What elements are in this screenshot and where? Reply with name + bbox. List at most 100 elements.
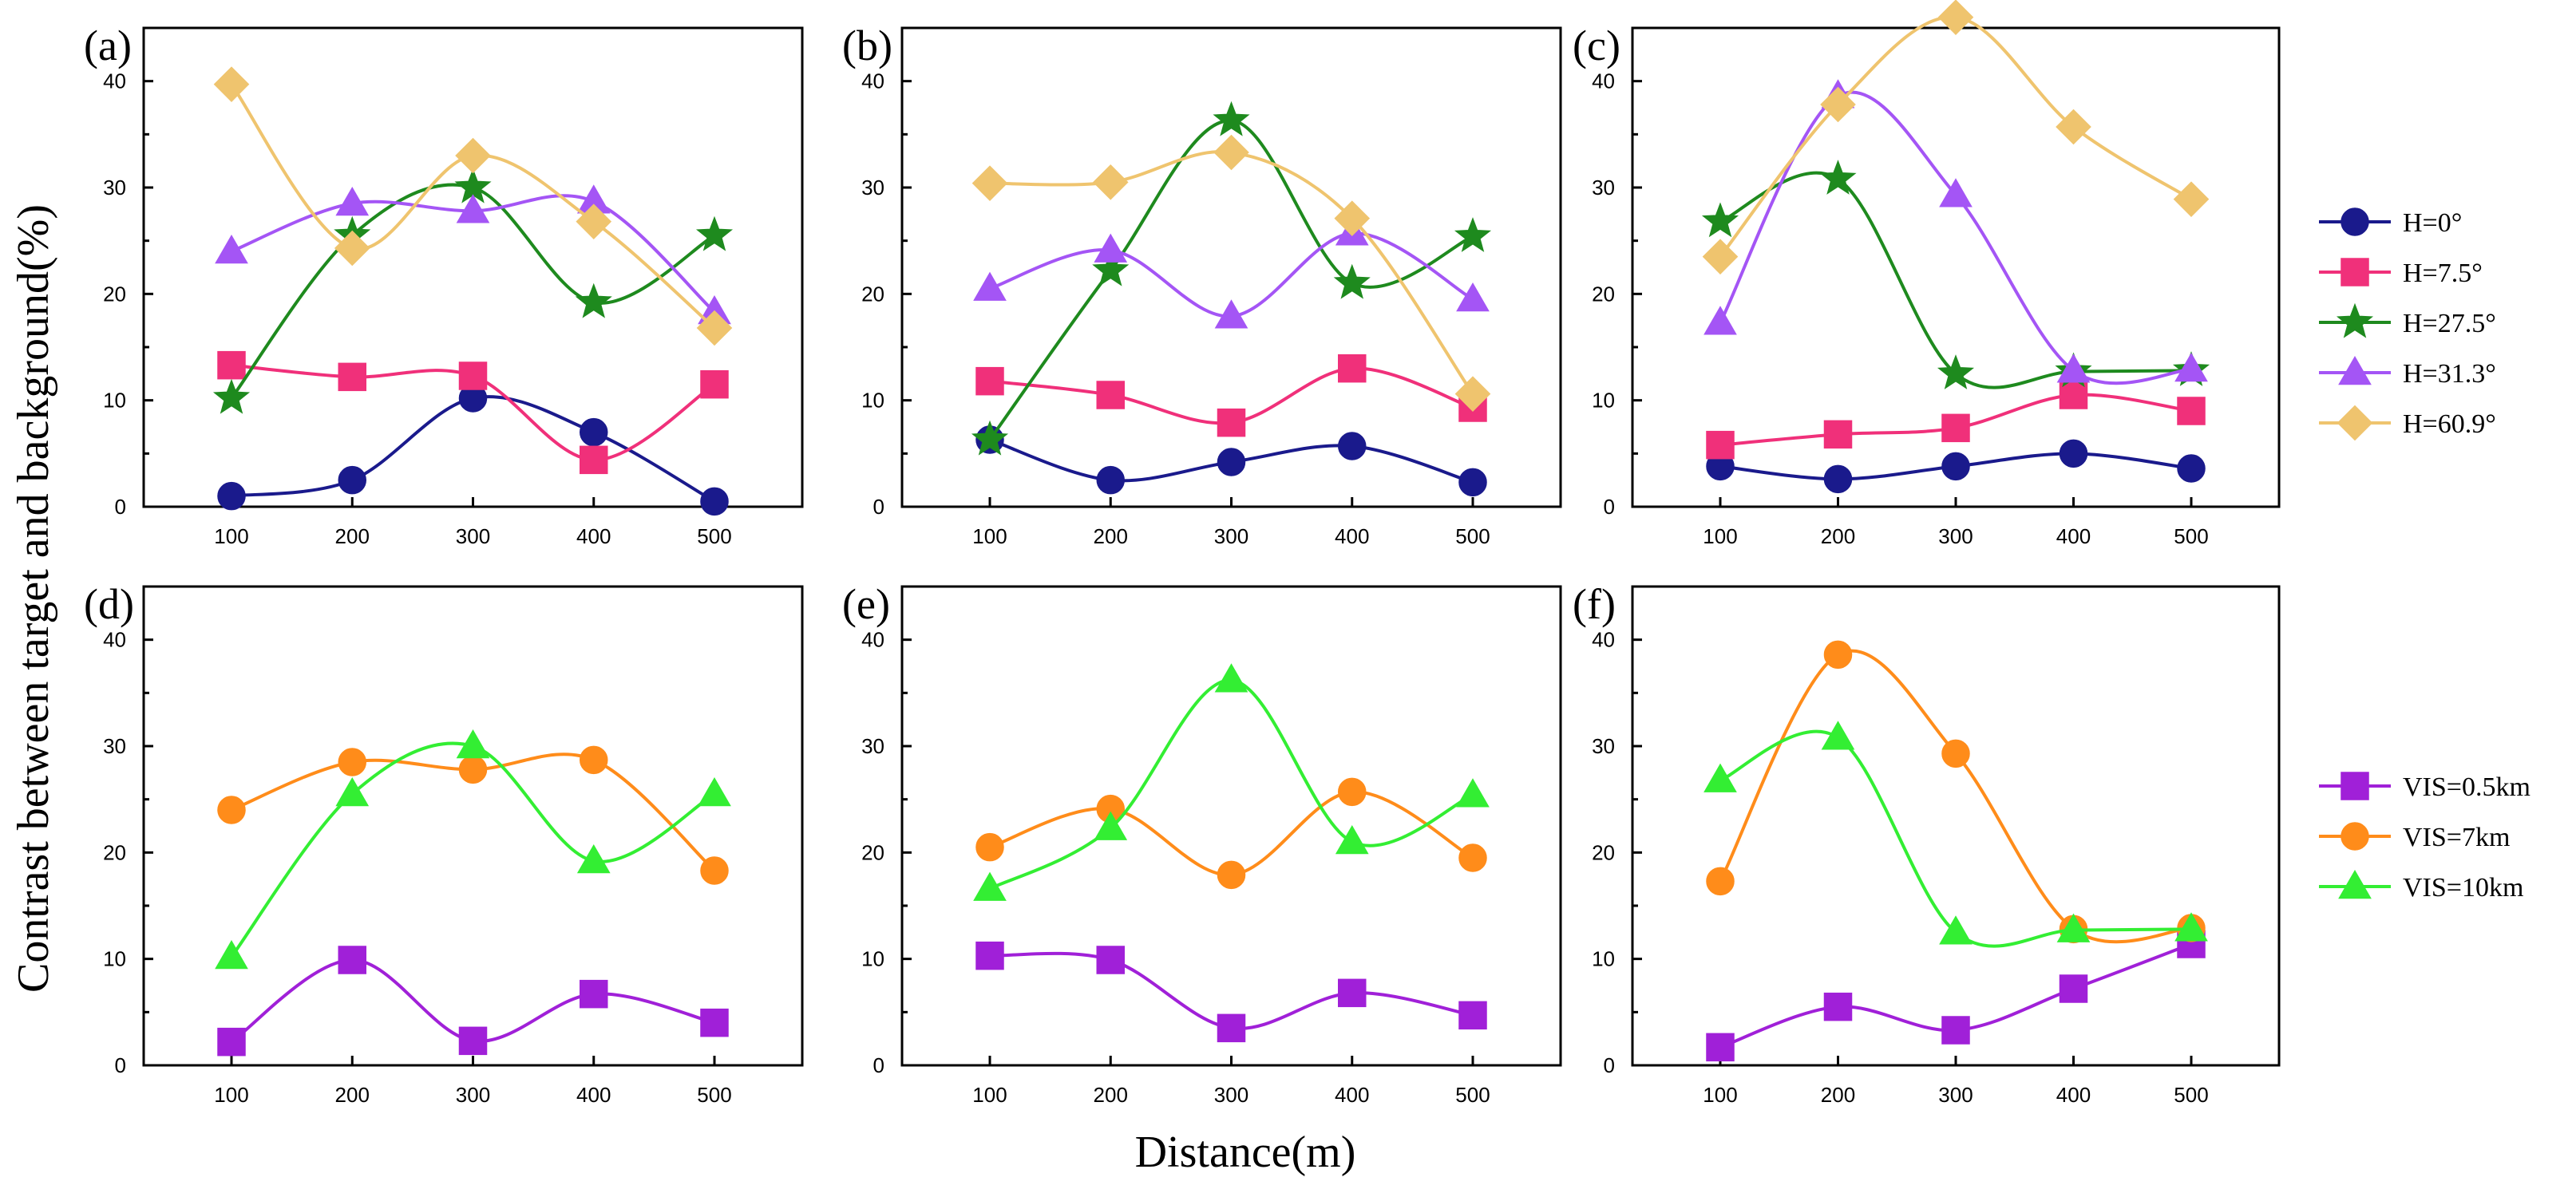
data-point-h-27-5- (1213, 101, 1250, 136)
data-point-vis-0-5km (1338, 978, 1367, 1008)
data-point-h-7-5- (1217, 408, 1246, 437)
y-tick-label: 40 (1592, 69, 1615, 93)
data-point-h-7-5- (1941, 413, 1970, 443)
data-point-h-7-5- (2177, 397, 2206, 425)
x-tick-label: 200 (335, 524, 370, 548)
data-point-vis-0-5km (1458, 1001, 1487, 1030)
data-point-h-60-9- (1702, 239, 1739, 275)
y-tick-label: 20 (103, 840, 126, 864)
y-tick-label: 0 (115, 1053, 126, 1077)
x-tick-label: 300 (1214, 1083, 1248, 1107)
series-line-vis-7km (1719, 649, 2192, 944)
legend-marker (2338, 355, 2372, 385)
y-tick-label: 10 (861, 389, 884, 413)
x-tick-label: 100 (972, 1083, 1007, 1107)
data-point-vis-7km (338, 748, 366, 776)
plot-frame (142, 585, 804, 1067)
data-point-h-7-5- (2059, 381, 2088, 409)
legend-marker (2341, 822, 2369, 851)
data-point-h-31-3- (1094, 233, 1128, 263)
data-point-vis-10km (1335, 824, 1369, 855)
x-tick-label: 500 (1455, 1083, 1490, 1107)
legend-marker (2341, 258, 2369, 286)
data-point-h-60-9- (2173, 181, 2210, 217)
x-tick-label: 300 (456, 524, 490, 548)
data-point-h-27-5- (212, 378, 251, 414)
data-point-vis-0-5km (975, 941, 1004, 970)
data-point-h-0- (1217, 448, 1246, 476)
data-point-h-60-9- (2056, 109, 2091, 145)
data-point-vis-10km (2056, 913, 2091, 942)
y-tick-label: 0 (873, 1053, 884, 1077)
x-tick-label: 200 (1094, 1083, 1128, 1107)
data-point-h-31-3- (215, 234, 248, 264)
data-point-vis-7km (1217, 860, 1246, 890)
x-tick-label: 500 (2174, 524, 2208, 548)
data-point-vis-10km (2174, 912, 2208, 942)
data-point-vis-10km (698, 776, 731, 807)
data-point-h-27-5- (1333, 263, 1371, 299)
legend-label: VIS=10km (2403, 873, 2523, 903)
x-tick-label: 400 (1335, 1083, 1369, 1107)
data-point-h-60-9- (1334, 200, 1371, 236)
x-tick-label: 500 (697, 1083, 731, 1107)
data-point-h-27-5- (695, 215, 734, 251)
data-point-h-31-3- (2174, 352, 2208, 382)
data-point-h-7-5- (1823, 420, 1853, 449)
data-point-h-31-3- (2056, 354, 2091, 383)
y-tick-label: 20 (103, 282, 126, 306)
data-point-vis-7km (700, 856, 729, 885)
series-line-h-60-9- (989, 150, 1474, 395)
y-tick-label: 10 (1592, 947, 1615, 971)
x-tick-label: 400 (2056, 524, 2091, 548)
data-point-h-0- (1096, 465, 1125, 495)
data-point-h-31-3- (335, 186, 370, 216)
data-point-h-0- (217, 481, 246, 511)
data-point-vis-7km (580, 745, 608, 775)
data-point-h-60-9- (334, 230, 370, 267)
x-tick-label: 200 (335, 1083, 370, 1107)
data-point-h-60-9- (1213, 134, 1249, 171)
x-tick-label: 200 (1821, 524, 1855, 548)
legend-marker (2341, 207, 2369, 236)
y-tick-label: 30 (1592, 734, 1615, 758)
y-tick-label: 30 (1592, 176, 1615, 199)
data-point-vis-0-5km (338, 946, 366, 974)
x-tick-label: 300 (1938, 524, 1973, 548)
y-tick-label: 10 (1592, 389, 1615, 413)
data-point-h-0- (2059, 439, 2088, 468)
panel-label: (d) (84, 580, 134, 628)
data-point-h-27-5- (1937, 354, 1975, 389)
data-point-vis-10km (1456, 778, 1490, 808)
y-tick-label: 40 (861, 69, 884, 93)
data-point-h-7-5- (338, 362, 366, 392)
x-tick-label: 100 (214, 524, 248, 548)
plot-frame (1631, 585, 2281, 1067)
y-tick-label: 30 (861, 734, 884, 758)
data-point-h-27-5- (575, 282, 612, 318)
y-tick-label: 0 (1604, 495, 1615, 519)
legend-label: H=0° (2403, 208, 2462, 238)
data-point-vis-10km (335, 776, 370, 807)
y-tick-label: 30 (103, 176, 126, 199)
x-tick-label: 500 (2174, 1083, 2208, 1107)
y-tick-label: 40 (861, 628, 884, 652)
x-tick-label: 300 (1214, 524, 1248, 548)
data-point-vis-7km (1706, 867, 1735, 896)
data-point-vis-0-5km (700, 1008, 729, 1037)
panel-d: 0 10 20 30 40 100 200 300 400 500 (d) (84, 580, 804, 1107)
data-point-vis-10km (973, 871, 1007, 901)
x-axis-title: Distance(m) (1135, 1128, 1356, 1177)
data-point-h-0- (2177, 454, 2206, 483)
series-line-h-0- (231, 395, 715, 504)
data-point-vis-7km (1823, 640, 1853, 670)
panel-e: 0 10 20 30 40 100 200 300 400 500 (e) (842, 580, 1562, 1107)
y-tick-label: 10 (103, 947, 126, 971)
series-line-h-31-3- (1719, 90, 2192, 385)
panel-a: 0 10 20 30 40 100 200 300 400 500 (a) (84, 22, 804, 548)
series-line-vis-10km (1719, 729, 2192, 948)
series-line-vis-10km (989, 678, 1474, 891)
data-point-h-31-3- (456, 194, 490, 223)
x-tick-label: 300 (1938, 1083, 1973, 1107)
